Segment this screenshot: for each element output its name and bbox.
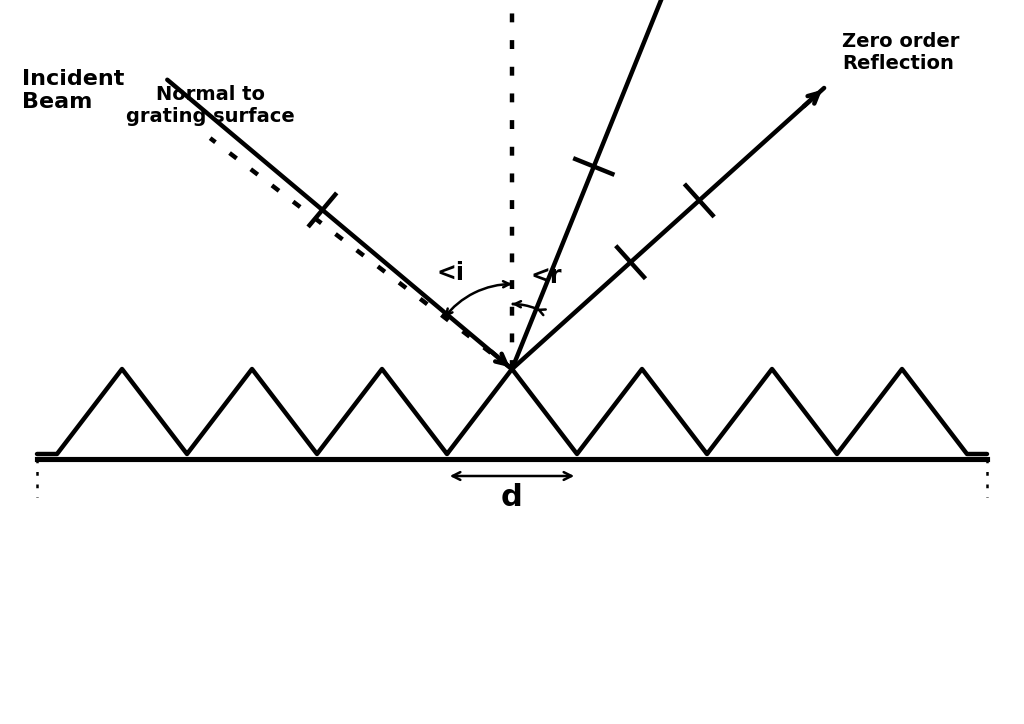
Text: Zero order
Reflection: Zero order Reflection — [842, 32, 959, 73]
Text: Incident
Beam: Incident Beam — [22, 69, 124, 112]
Text: Normal to
grating surface: Normal to grating surface — [126, 85, 295, 126]
Text: <r: <r — [530, 264, 561, 287]
Text: d: d — [501, 483, 523, 512]
Text: <i: <i — [436, 261, 465, 285]
